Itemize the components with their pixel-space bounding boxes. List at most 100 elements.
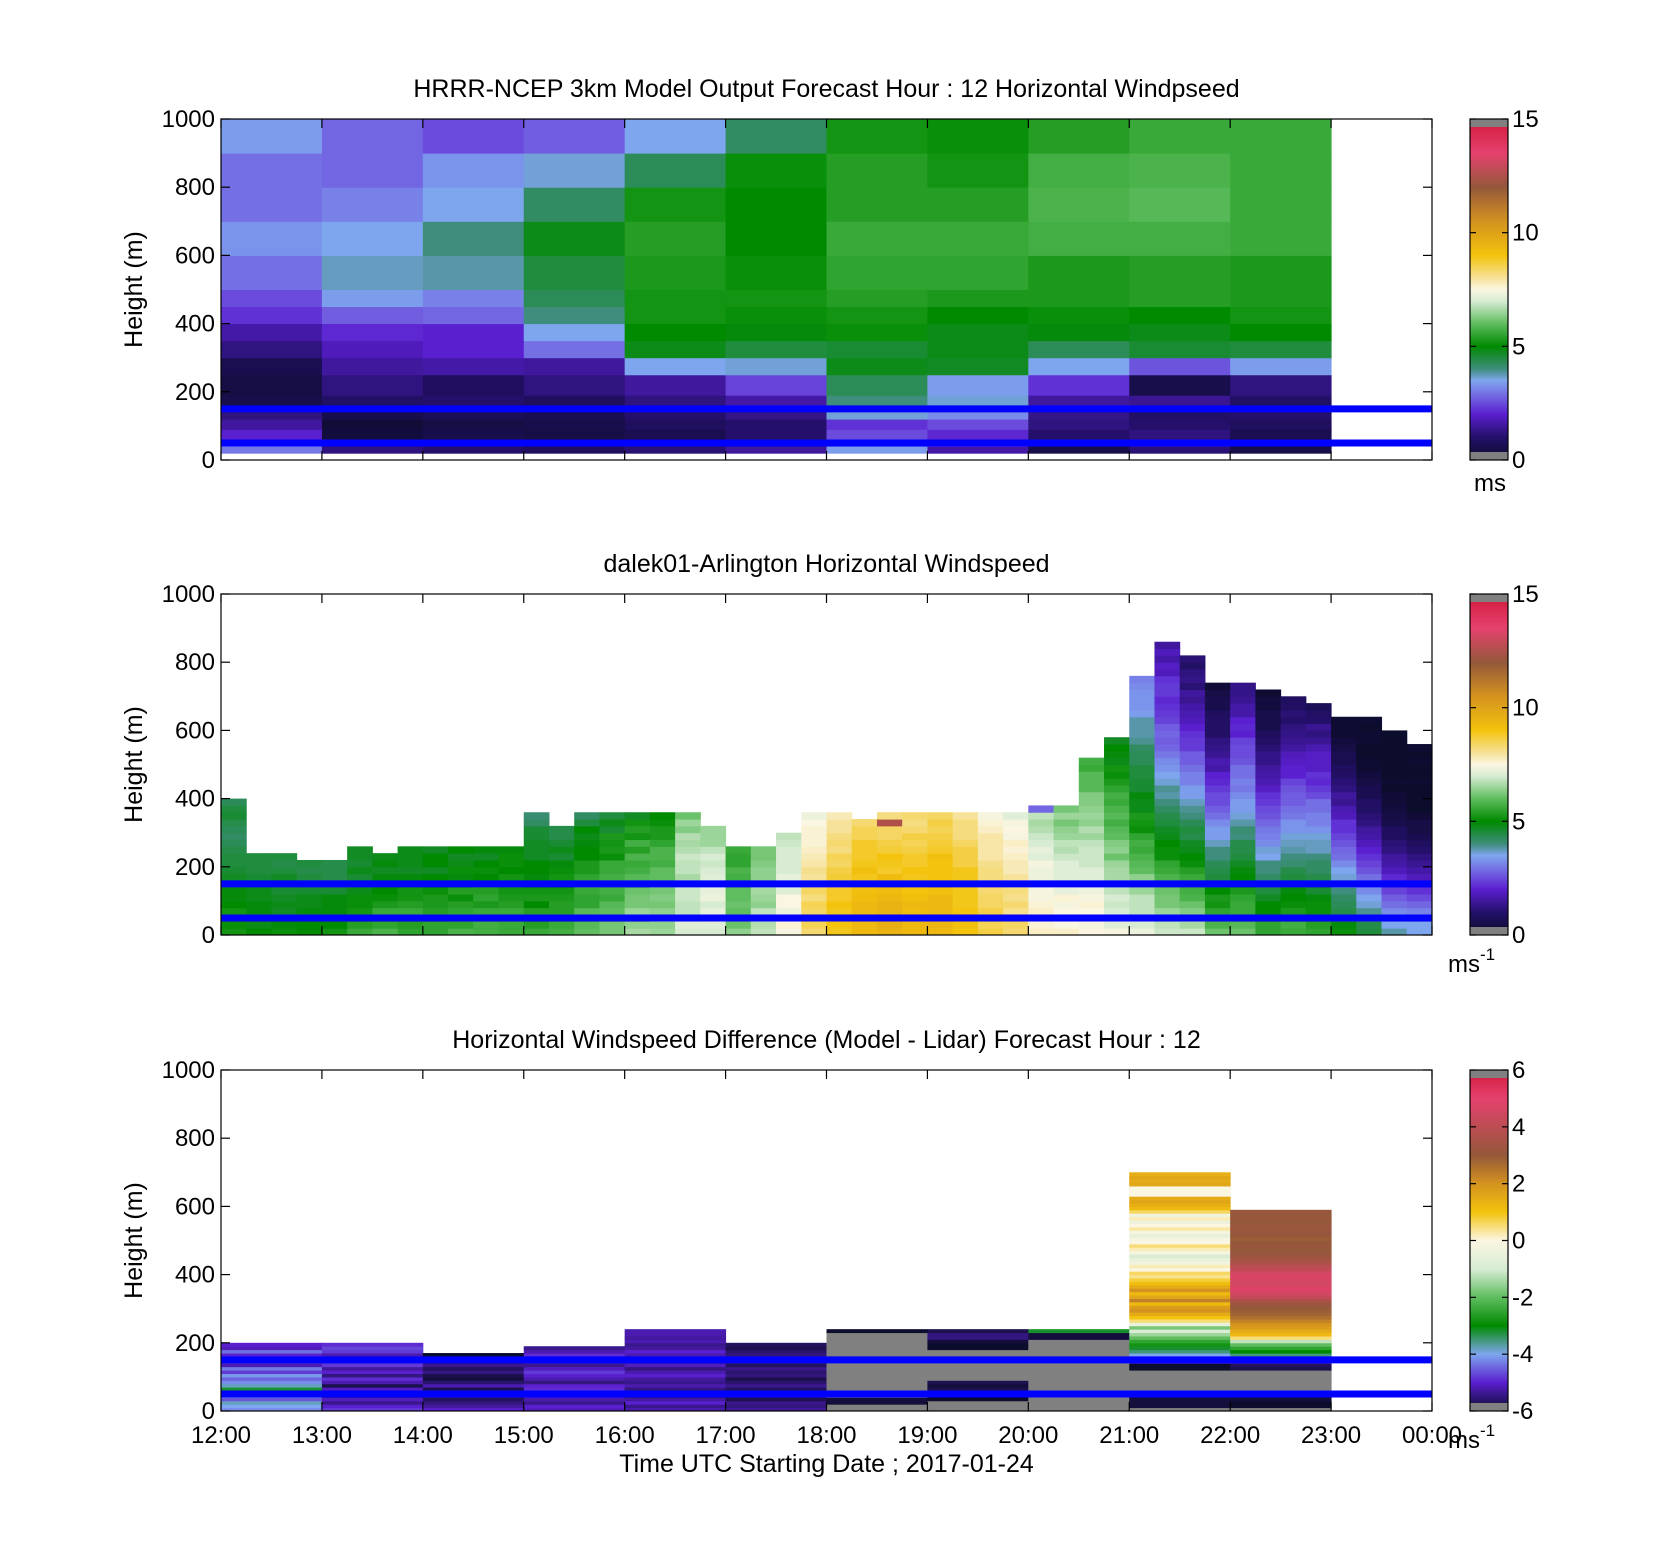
heatmap-cell: [574, 819, 600, 827]
heatmap-cell: [1179, 682, 1206, 690]
heatmap-cell: [700, 900, 727, 909]
heatmap-cell: [1129, 1322, 1231, 1327]
heatmap-cell: [1179, 791, 1206, 800]
heatmap-cell: [1356, 887, 1383, 895]
heatmap-cell: [1154, 846, 1181, 854]
heatmap-cell: [1129, 1349, 1231, 1354]
heatmap-cell: [372, 859, 399, 868]
heatmap-cell: [523, 921, 550, 929]
heatmap-cell: [876, 839, 903, 847]
heatmap-cell: [851, 873, 878, 881]
y-tick-label: 600: [175, 717, 215, 744]
heatmap-cell: [1053, 894, 1080, 902]
heatmap-cell: [1280, 825, 1307, 834]
heatmap-cell: [1381, 750, 1408, 759]
heatmap-cell: [1078, 764, 1105, 772]
heatmap-cell: [952, 928, 979, 936]
heatmap-cell: [1255, 839, 1282, 847]
heatmap-cell: [1078, 791, 1105, 800]
heatmap-cell: [927, 873, 954, 881]
heatmap-cell: [851, 894, 878, 902]
heatmap-cell: [1255, 709, 1282, 718]
heatmap-cell: [1230, 907, 1256, 916]
heatmap-cell: [1280, 764, 1307, 772]
heatmap-cell: [876, 866, 903, 875]
heatmap-cell: [649, 866, 676, 875]
heatmap-cell: [1129, 757, 1155, 765]
heatmap-cell: [321, 119, 424, 154]
heatmap-cell: [776, 859, 802, 868]
heatmap-cell: [1230, 1295, 1332, 1299]
heatmap-cell: [1230, 1332, 1332, 1337]
heatmap-cell: [1280, 750, 1307, 759]
heatmap-cell: [397, 853, 424, 861]
heatmap-cell: [523, 1404, 626, 1409]
x-tick-label: 16:00: [595, 1422, 655, 1449]
heatmap-cell: [1003, 846, 1029, 854]
heatmap-cell: [1154, 812, 1181, 820]
x-axis-label: Time UTC Starting Date ; 2017-01-24: [619, 1450, 1034, 1478]
heatmap-cell: [876, 873, 903, 881]
heatmap-cell: [1003, 873, 1029, 881]
heatmap-cell: [523, 873, 550, 881]
heatmap-cell: [1280, 873, 1307, 881]
heatmap-cells: [221, 641, 1433, 936]
heatmap-cell: [1154, 655, 1181, 663]
heatmap-cell: [473, 928, 500, 936]
heatmap-cell: [523, 1387, 626, 1392]
heatmap-cell: [473, 853, 500, 861]
heatmap-cell: [927, 289, 1029, 308]
heatmap-cell: [624, 446, 727, 454]
heatmap-cell: [574, 907, 600, 916]
heatmap-cell: [1129, 1288, 1231, 1293]
heatmap-cell: [523, 839, 550, 847]
heatmap-cell: [624, 1346, 727, 1351]
heatmap-cell: [1129, 1305, 1231, 1310]
heatmap-cell: [1179, 778, 1206, 786]
heatmap-cell: [1230, 812, 1256, 820]
x-tick-label: 21:00: [1099, 1422, 1159, 1449]
heatmap-cell: [523, 357, 626, 376]
heatmap-cell: [927, 1387, 1029, 1392]
heatmap-cell: [927, 825, 954, 834]
heatmap-cell: [1381, 784, 1408, 793]
heatmap-cell: [574, 839, 600, 847]
heatmap-cell: [1129, 1308, 1231, 1313]
heatmap-cell: [1230, 730, 1256, 738]
heatmap-cell: [624, 1363, 727, 1368]
heatmap-cell: [1255, 887, 1282, 895]
heatmap-cell: [321, 255, 424, 290]
heatmap-cell: [750, 859, 777, 868]
heatmap-cell: [347, 846, 373, 854]
heatmap-cell: [1028, 1400, 1130, 1405]
heatmap-cell: [1406, 846, 1433, 854]
heatmap-cell: [221, 1376, 323, 1381]
heatmap-cell: [321, 1383, 424, 1388]
heatmap-cell: [1129, 323, 1231, 342]
heatmap-cell: [801, 928, 827, 936]
heatmap-cell: [876, 846, 903, 854]
heatmap-cell: [977, 866, 1004, 875]
heatmap-cell: [498, 859, 525, 868]
heatmap-cell: [1078, 778, 1105, 786]
heatmap-cell: [1104, 819, 1130, 827]
heatmap-cell: [1230, 323, 1332, 342]
heatmap-cell: [1078, 853, 1105, 861]
heatmap-cell: [1280, 723, 1307, 731]
heatmap-cell: [1129, 1175, 1231, 1180]
heatmap-cell: [422, 408, 525, 420]
heatmap-cell: [473, 921, 500, 929]
heatmap-cell: [675, 839, 701, 847]
heatmap-cell: [649, 839, 676, 847]
heatmap-cell: [1230, 1223, 1332, 1228]
heatmap-cell: [675, 900, 701, 909]
heatmap-cell: [1179, 716, 1206, 725]
heatmap-cell: [1129, 675, 1155, 684]
heatmap-cell: [1129, 1185, 1231, 1190]
heatmap-cell: [1028, 1404, 1130, 1409]
heatmap-cell: [523, 894, 550, 902]
heatmap-cell: [548, 853, 575, 861]
heatmap-cell: [1204, 730, 1231, 738]
heatmap-cell: [1230, 446, 1332, 454]
heatmap-cell: [1230, 928, 1256, 936]
